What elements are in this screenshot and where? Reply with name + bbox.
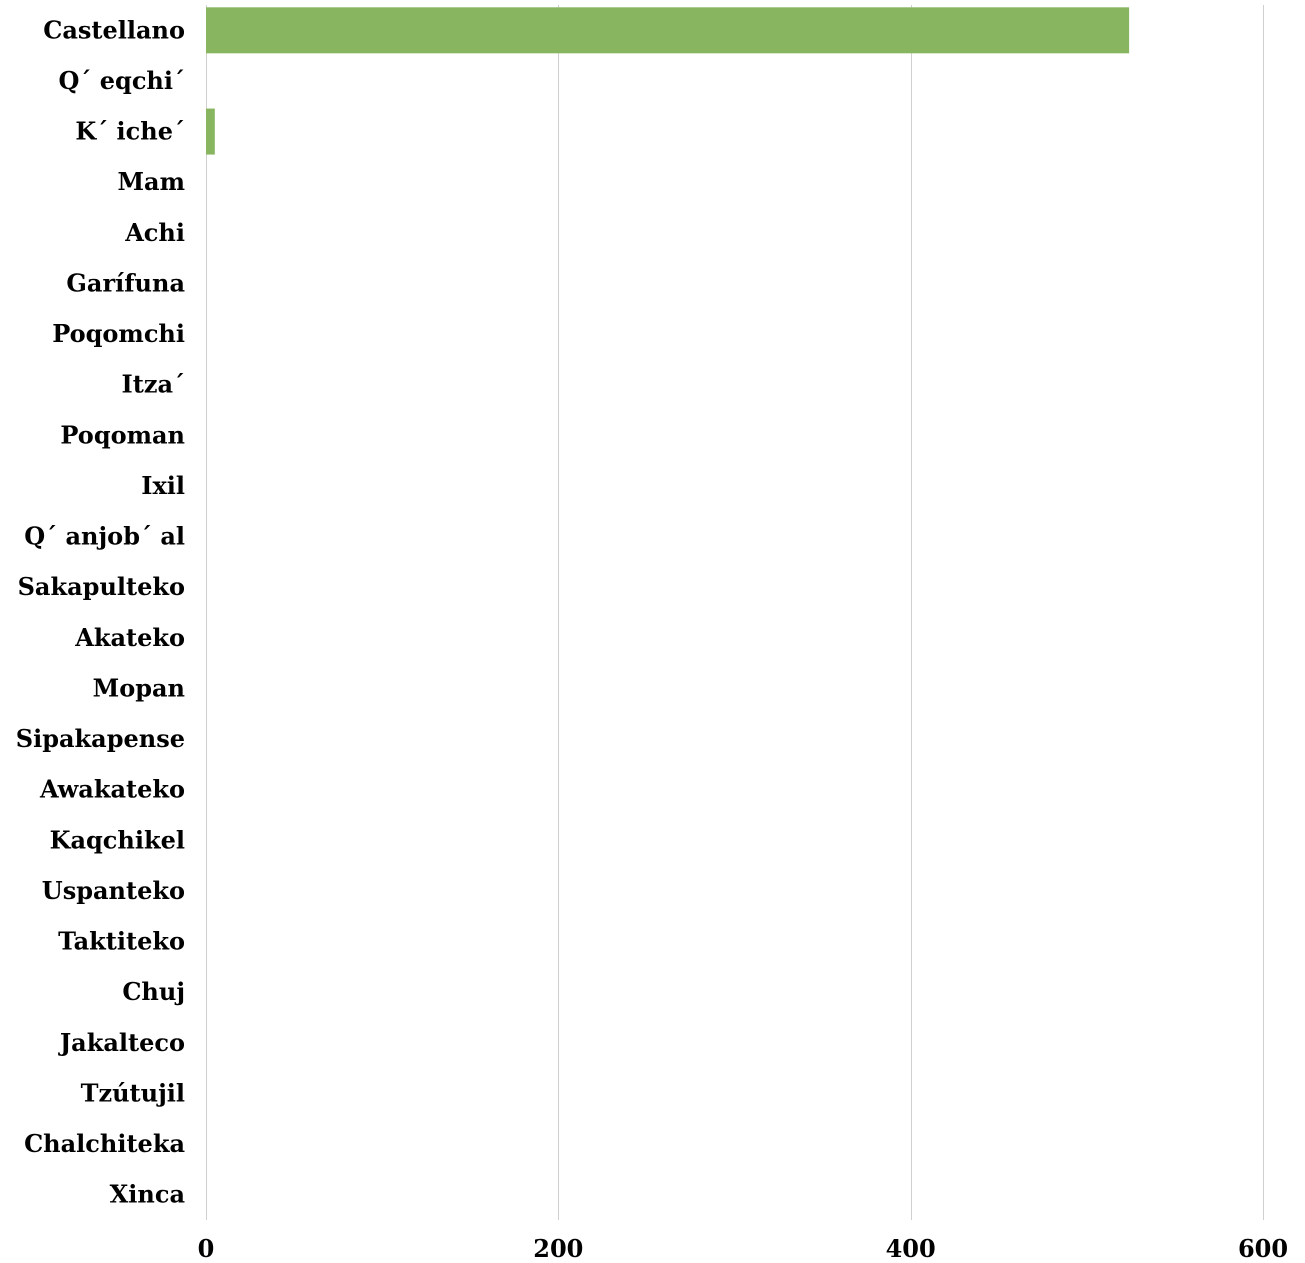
x-tick-label: 400 [886, 1234, 936, 1263]
category-label: Castellano [43, 15, 185, 44]
category-label: Taktiteko [58, 927, 185, 956]
category-label: Itza´ [122, 370, 186, 399]
x-tick-label: 0 [198, 1234, 215, 1263]
category-label: Uspanteko [42, 876, 185, 905]
category-label: Chalchiteka [24, 1129, 185, 1158]
category-label: Poqoman [60, 420, 185, 449]
category-label: Sakapulteko [18, 572, 185, 601]
bar [206, 108, 215, 155]
x-tick-label: 200 [533, 1234, 583, 1263]
category-label: Xinca [110, 1180, 185, 1209]
category-label: Jakalteco [58, 1028, 185, 1057]
bar [206, 7, 1130, 54]
bars [206, 7, 1130, 155]
category-label: Kaqchikel [50, 825, 185, 854]
category-label: Mam [117, 167, 185, 196]
category-label: Sipakapense [16, 724, 185, 753]
gridlines [206, 5, 1264, 1220]
category-label: Akateko [74, 623, 185, 652]
category-label: Achi [124, 218, 185, 247]
x-tick-labels: 0 200 400 600 [198, 1234, 1288, 1263]
category-label: Q´ anjob´ al [24, 522, 185, 551]
category-label: Ixil [141, 471, 185, 500]
category-label: Poqomchi [52, 319, 185, 348]
category-label: Chuj [122, 977, 185, 1006]
x-tick-label: 600 [1238, 1234, 1288, 1263]
category-label: K´ iche´ [75, 117, 185, 146]
category-label: Garífuna [66, 268, 185, 297]
category-label: Tzútujil [81, 1078, 185, 1107]
category-label: Q´ eqchi´ [59, 66, 186, 95]
category-labels: Castellano Q´ eqchi´ K´ iche´ Mam Achi Garífu… [16, 15, 185, 1208]
category-label: Awakateko [39, 775, 185, 804]
category-label: Mopan [93, 673, 185, 702]
